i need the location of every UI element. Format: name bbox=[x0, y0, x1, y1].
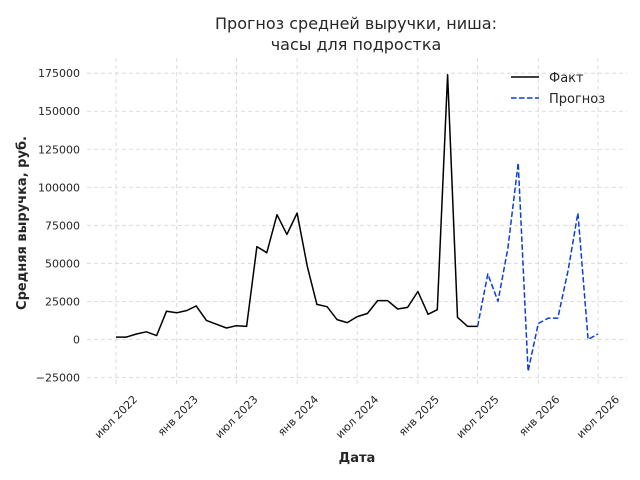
y-axis-ticks: −25000 0 25000 50000 75000 100000 125000 150000… bbox=[36, 67, 80, 384]
y-tick-label: 125000 bbox=[38, 143, 80, 156]
series-layer bbox=[116, 73, 599, 373]
y-tick-label: 0 bbox=[73, 333, 80, 346]
x-tick-label: июл 2025 bbox=[454, 393, 502, 441]
x-tick-label: июл 2022 bbox=[92, 393, 140, 441]
x-tick-label: янв 2023 bbox=[155, 393, 201, 439]
x-tick-label: июл 2024 bbox=[333, 393, 381, 441]
series-line-fact bbox=[116, 73, 478, 338]
x-axis-label: Дата bbox=[339, 451, 376, 466]
y-tick-label: −25000 bbox=[36, 371, 80, 384]
x-tick-label: янв 2026 bbox=[517, 393, 563, 439]
grid-lines bbox=[87, 58, 627, 385]
y-tick-label: 25000 bbox=[45, 295, 80, 308]
series-line-forecast bbox=[476, 162, 599, 373]
y-axis-label: Средняя выручка, руб. bbox=[15, 136, 30, 310]
legend-label-forecast: Прогноз bbox=[549, 92, 605, 107]
chart-title-line-2: часы для подростка bbox=[271, 35, 442, 54]
y-tick-label: 175000 bbox=[38, 67, 80, 80]
y-tick-label: 75000 bbox=[45, 219, 80, 232]
x-axis-ticks: июл 2022 янв 2023 июл 2023 янв 2024 июл 2024… bbox=[92, 393, 622, 441]
chart-title-line-1: Прогноз средней выручки, ниша: bbox=[215, 14, 497, 33]
y-tick-label: 50000 bbox=[45, 257, 80, 270]
legend-label-fact: Факт bbox=[549, 71, 584, 86]
x-tick-label: янв 2024 bbox=[275, 393, 321, 439]
x-tick-label: июл 2023 bbox=[212, 393, 260, 441]
x-tick-label: янв 2025 bbox=[396, 393, 442, 439]
x-tick-label: июл 2026 bbox=[574, 393, 622, 441]
y-tick-label: 150000 bbox=[38, 105, 80, 118]
legend: Факт Прогноз bbox=[511, 71, 605, 107]
y-tick-label: 100000 bbox=[38, 181, 80, 194]
